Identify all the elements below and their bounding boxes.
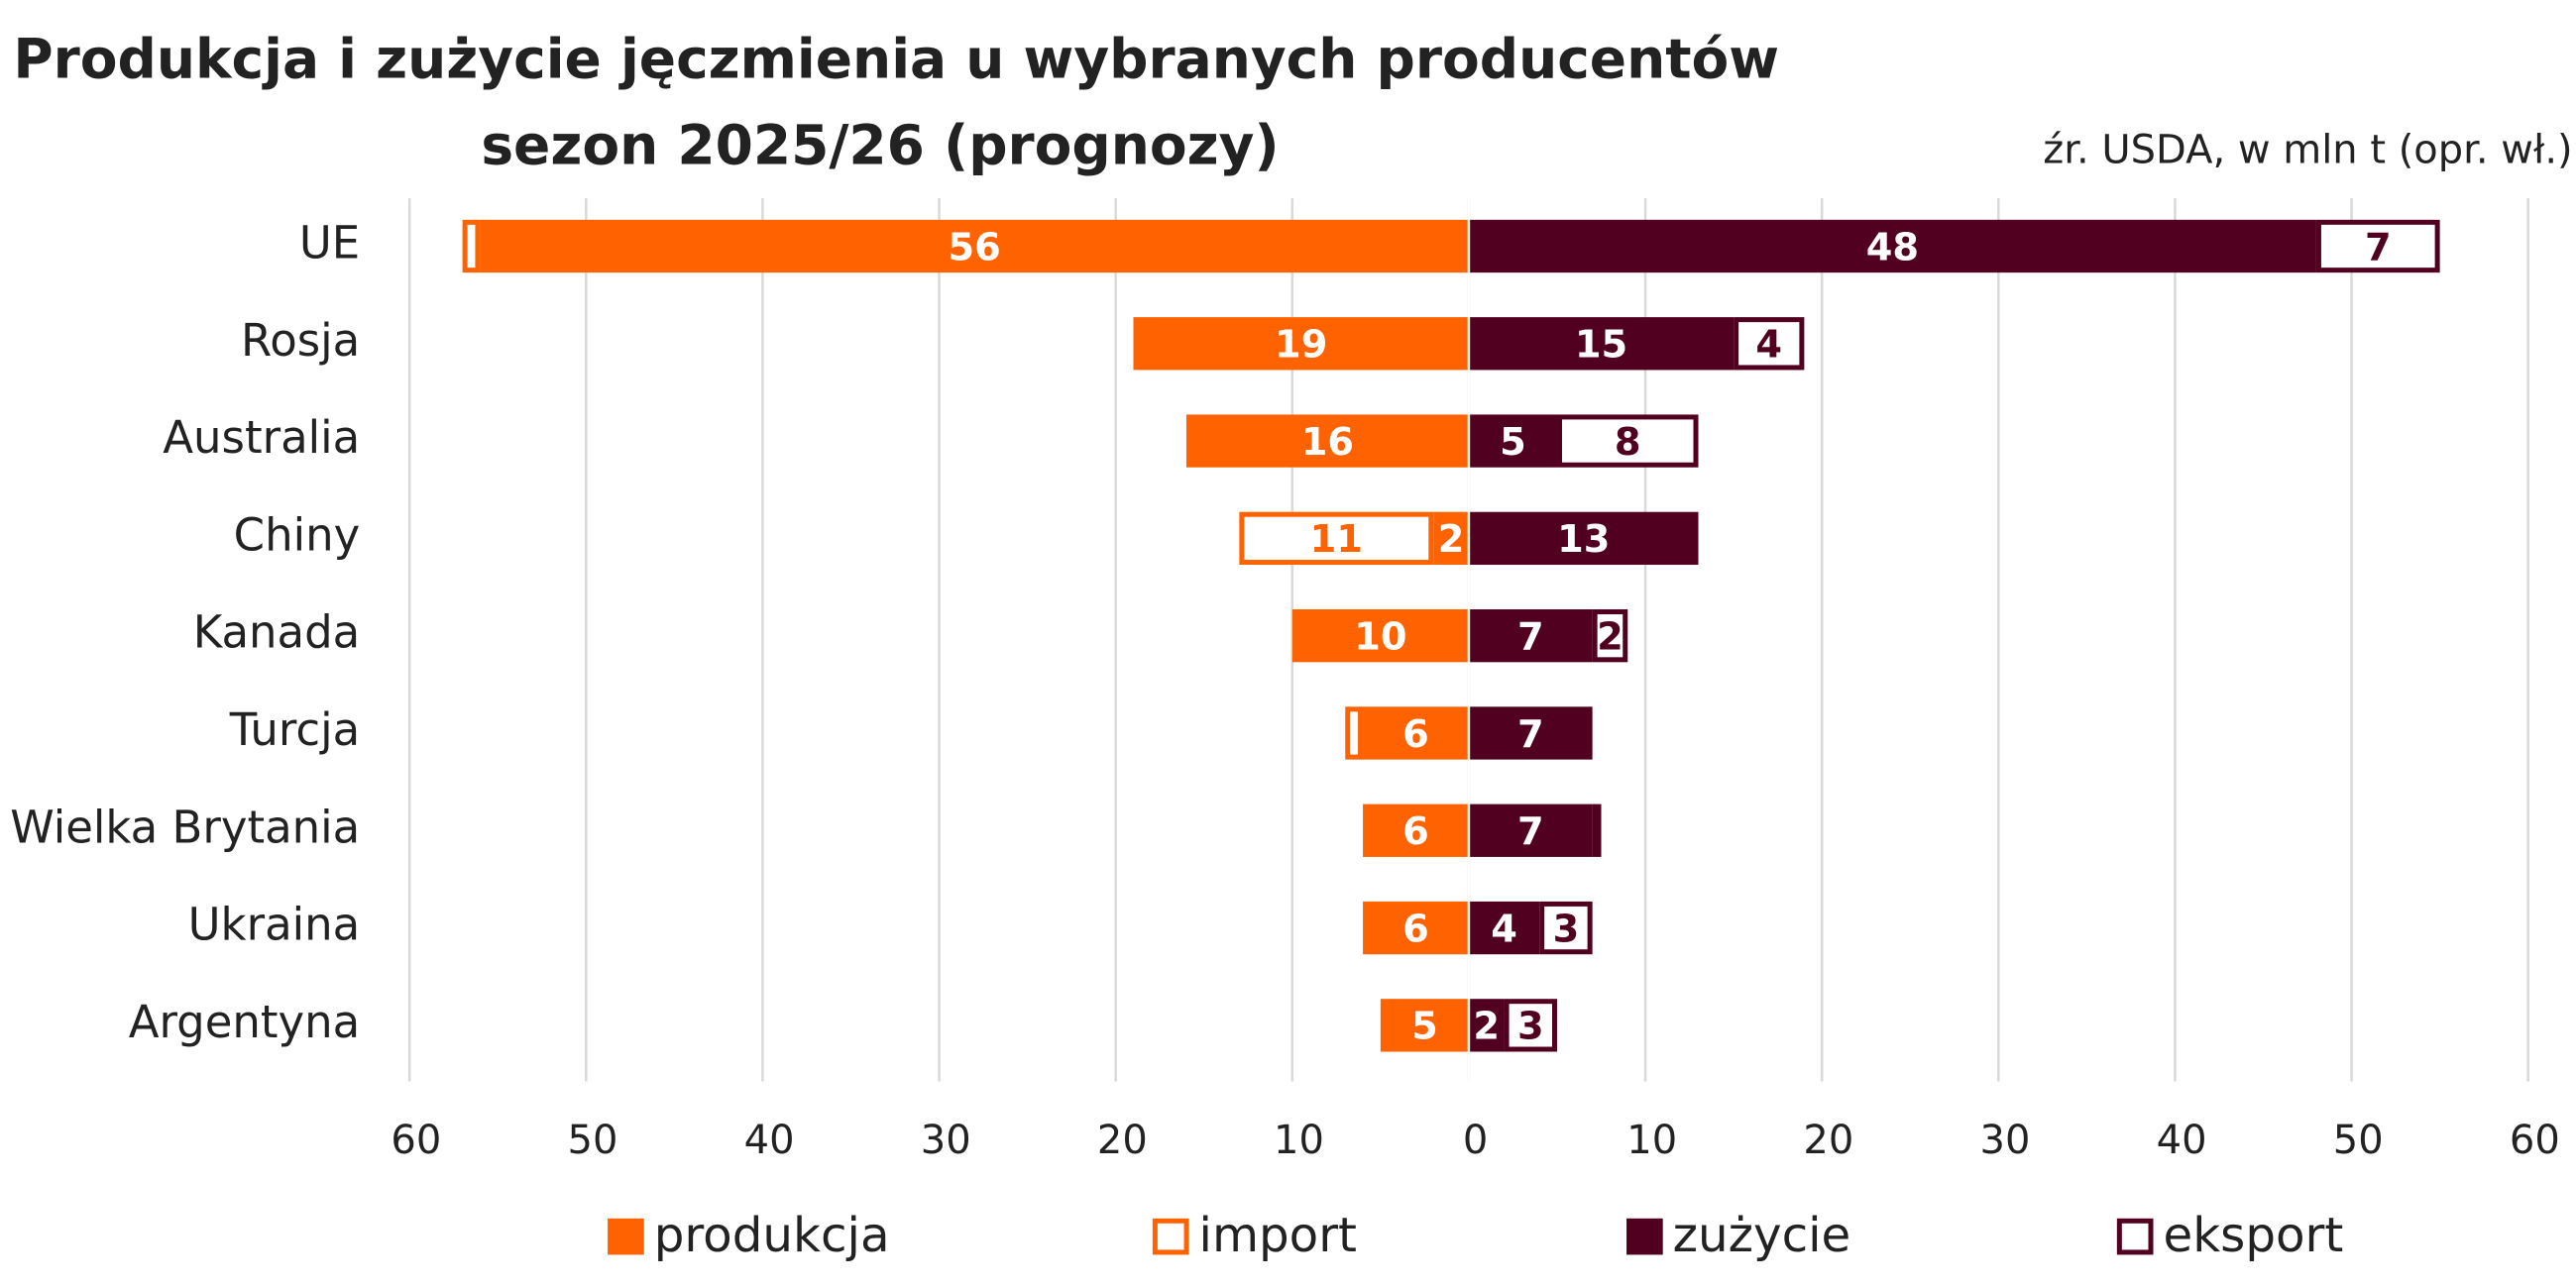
bar [1133, 317, 1469, 371]
bar [1363, 804, 1469, 857]
bar [1291, 609, 1469, 663]
data-label: 5 [1411, 1005, 1438, 1049]
category-label: Argentyna [129, 996, 360, 1048]
data-label: 11 [1310, 517, 1363, 562]
x-tick-label: 40 [744, 1118, 795, 1163]
data-label: 7 [2365, 225, 2392, 269]
data-label: 2 [1473, 1005, 1500, 1049]
data-label: 56 [949, 225, 1001, 269]
data-label: 2 [1597, 615, 1624, 660]
bar [1185, 414, 1469, 468]
category-label: Rosja [241, 314, 360, 367]
data-label: 2 [1438, 517, 1465, 562]
bar [1734, 317, 1805, 371]
data-label: 6 [1402, 907, 1429, 951]
data-label: 13 [1557, 517, 1610, 562]
category-label: Wielka Brytania [10, 801, 360, 853]
category-label: Ukraina [188, 899, 361, 951]
category-label: Turcja [229, 703, 360, 756]
bar [1592, 609, 1628, 663]
bar [1468, 219, 2316, 273]
data-label: 3 [1553, 907, 1580, 951]
bar [1539, 901, 1593, 955]
category-label: Australia [163, 411, 360, 464]
x-tick-label: 60 [391, 1118, 441, 1163]
bar [1468, 804, 1593, 857]
bar [1380, 999, 1469, 1052]
bar [1363, 706, 1469, 760]
data-label: 3 [1517, 1005, 1544, 1049]
source: źr. USDA, w mln t (opr. wł.) [2043, 128, 2572, 173]
data-label: 7 [1517, 809, 1544, 854]
x-tick-label: 30 [1980, 1118, 2031, 1163]
chart-title: Produkcja i zużycie jęczmienia u wybrany… [13, 28, 1779, 91]
data-label: 19 [1275, 323, 1327, 368]
category-label: Chiny [234, 508, 361, 561]
x-tick-label: 20 [1803, 1118, 1853, 1163]
bar [1363, 901, 1469, 955]
x-tick-label: 50 [2333, 1118, 2384, 1163]
x-tick-label: 50 [568, 1118, 618, 1163]
bar [462, 219, 481, 273]
category-label: Kanada [193, 606, 360, 659]
bar [1345, 706, 1364, 760]
data-label: 7 [1517, 712, 1544, 757]
data-label: 4 [1755, 323, 1782, 368]
x-tick-label: 20 [1097, 1118, 1148, 1163]
bar [1468, 609, 1593, 663]
chart-subtitle: sezon 2025/26 (prognozy) [481, 113, 1279, 176]
legend-label: eksport [2163, 1208, 2343, 1263]
data-label: 10 [1354, 615, 1406, 660]
legend-label: zużycie [1673, 1208, 1851, 1263]
bar [1468, 706, 1593, 760]
legend-swatch [1152, 1218, 1189, 1255]
legend-label: produkcja [654, 1208, 890, 1263]
x-tick-label: 10 [1626, 1118, 1677, 1163]
bar [1592, 804, 1602, 857]
legend-swatch [1626, 1218, 1663, 1255]
legend-swatch [2116, 1218, 2154, 1255]
data-label: 4 [1491, 907, 1517, 951]
x-tick-label: 40 [2157, 1118, 2207, 1163]
data-label: 5 [1500, 420, 1526, 465]
bar [1468, 901, 1540, 955]
data-label: 6 [1402, 809, 1429, 854]
x-tick-label: 60 [2510, 1118, 2560, 1163]
bar [1433, 511, 1469, 566]
bar [1468, 511, 1699, 566]
bar [1468, 414, 1557, 468]
bar [2315, 219, 2440, 273]
x-tick-label: 30 [921, 1118, 971, 1163]
data-label: 48 [1866, 225, 1919, 269]
data-label: 6 [1402, 712, 1429, 757]
data-label: 16 [1301, 420, 1354, 465]
data-label: 15 [1575, 323, 1627, 368]
x-tick-label: 10 [1274, 1118, 1324, 1163]
bar [1504, 999, 1557, 1052]
legend-swatch [608, 1218, 644, 1255]
bar [1239, 511, 1434, 566]
bar [1468, 999, 1505, 1052]
category-label: UE [299, 216, 360, 268]
x-tick-label: 0 [1463, 1118, 1488, 1163]
bar [1556, 414, 1699, 468]
bar [480, 219, 1469, 273]
data-label: 8 [1615, 420, 1641, 465]
legend-label: import [1199, 1208, 1357, 1263]
bar [1468, 317, 1735, 371]
data-label: 7 [1517, 615, 1544, 660]
